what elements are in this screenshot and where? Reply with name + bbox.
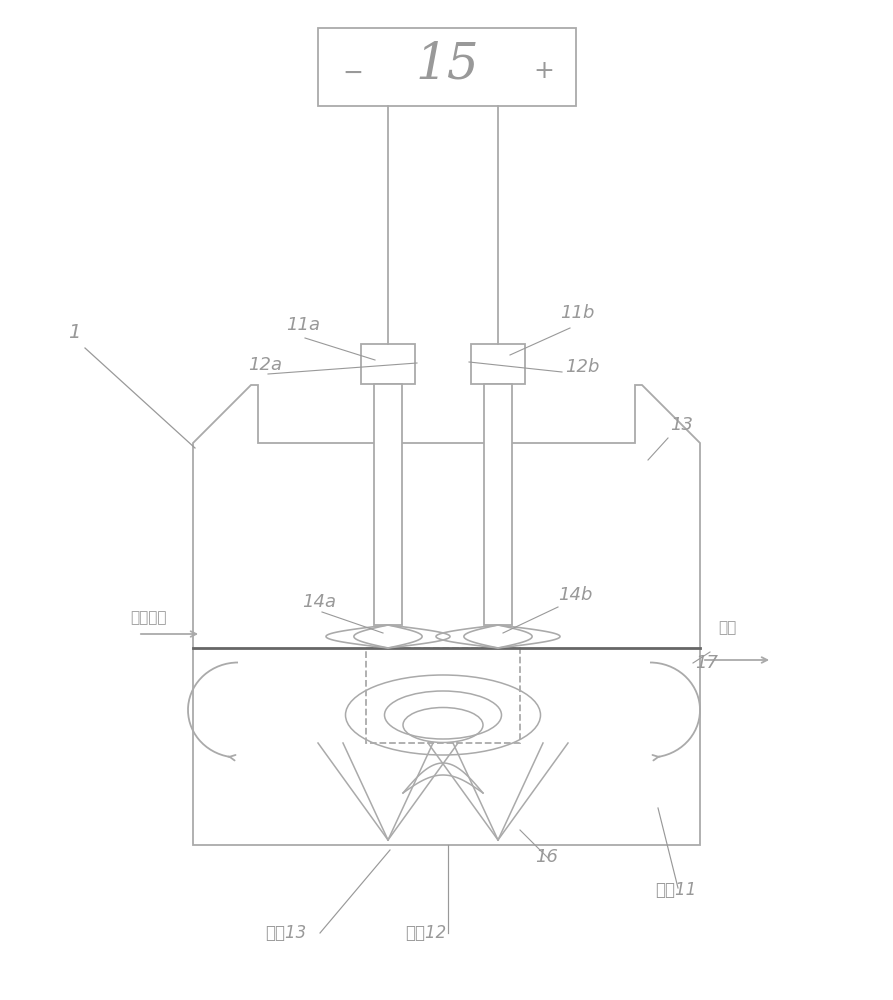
Text: 14a: 14a — [302, 593, 336, 611]
Text: 17: 17 — [695, 654, 718, 672]
Bar — [318, 28, 576, 106]
Text: 飞灰进料: 飞灰进料 — [130, 610, 166, 625]
Bar — [471, 344, 525, 384]
Text: 11a: 11a — [286, 316, 320, 334]
Text: 14b: 14b — [558, 586, 592, 604]
Bar — [484, 384, 512, 625]
Text: −: − — [343, 61, 363, 85]
Bar — [374, 384, 402, 625]
Text: 13: 13 — [670, 416, 693, 434]
Bar — [361, 344, 415, 384]
Text: 路径11: 路径11 — [655, 881, 697, 899]
Text: 路径13: 路径13 — [265, 924, 306, 942]
Text: 12b: 12b — [565, 358, 599, 376]
Text: 12a: 12a — [248, 356, 282, 374]
Text: 排渣: 排渣 — [718, 620, 736, 635]
Text: 路径12: 路径12 — [405, 924, 446, 942]
Text: 1: 1 — [68, 323, 80, 342]
Text: 11b: 11b — [560, 304, 595, 322]
Text: +: + — [533, 59, 555, 83]
Bar — [366, 648, 520, 743]
Text: 15: 15 — [415, 40, 479, 90]
Polygon shape — [193, 385, 700, 845]
Text: 16: 16 — [535, 848, 558, 866]
